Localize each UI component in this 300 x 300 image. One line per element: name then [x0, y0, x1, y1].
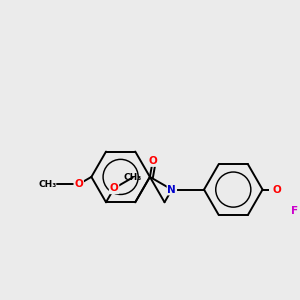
Text: N: N [167, 184, 176, 195]
Text: O: O [110, 183, 118, 193]
Text: CH₃: CH₃ [124, 173, 142, 182]
Text: F: F [291, 206, 298, 216]
Text: O: O [272, 184, 281, 195]
Text: O: O [148, 156, 157, 166]
Text: CH₃: CH₃ [39, 180, 57, 189]
Text: O: O [74, 179, 83, 189]
